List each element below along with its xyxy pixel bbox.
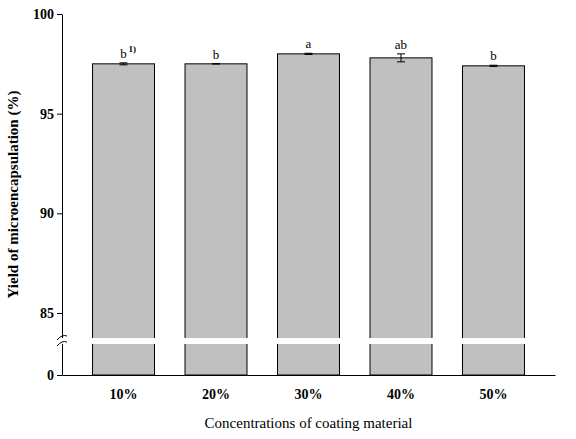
y-tick-label: 90 [40,206,54,221]
x-axis: 10% 20% 30% 40% 50% [63,375,556,402]
error-bar [489,65,497,66]
error-bar-part [305,54,313,55]
error-bar-part [212,63,220,64]
y-tick-mark [57,313,62,314]
error-bar-part [489,65,497,66]
y-tick-label: 0 [47,368,54,383]
x-tick-label: 10% [110,387,138,402]
y-tick-mark [57,213,62,214]
x-tick-label: 40% [387,387,415,402]
y-tick-label: 85 [40,306,54,321]
y-tick-mark [57,14,62,15]
significance-letter: a [306,36,312,51]
significance-letter: b [120,46,127,61]
bar [463,66,525,375]
plot-area [93,53,525,375]
error-bar [212,63,220,64]
x-axis-title: Concentrations of coating material [205,415,413,431]
axis-break-mark [57,342,67,347]
error-bar-part [400,54,401,62]
error-bar [120,63,128,65]
bar [370,58,432,375]
error-bar-part [397,53,405,54]
significance-letter: b [490,48,497,63]
axis-break-mark [57,336,67,341]
y-tick-label: 100 [33,7,54,22]
error-bar-part [120,64,128,65]
y-tick-label: 95 [40,107,54,122]
x-tick-label: 30% [295,387,323,402]
y-tick: 0 [47,368,62,383]
bar [278,54,340,375]
y-tick-mark [57,375,62,376]
axis-break [54,338,555,344]
chart-container: 085909510010%20%30%40%50%bbaabb1)Concent… [0,0,576,439]
error-bar-part [305,53,313,54]
y-axis-title: Yield of microencapsulation (%) [5,91,22,299]
y-tick-mark [57,114,62,115]
x-tick: 10% [110,375,138,402]
error-bar [305,53,313,54]
bar [93,64,155,375]
x-tick: 40% [387,375,415,402]
error-bar-part [397,61,405,62]
footnote-mark: 1) [129,44,137,54]
error-bar-part [120,62,128,63]
significance-letter: ab [395,37,407,52]
error-bar-part [489,66,497,67]
y-tick: 95 [40,107,62,122]
y-tick: 100 [33,7,62,22]
y-axis-line [62,15,63,376]
x-tick: 30% [295,375,323,402]
significance-letter: b [213,47,220,62]
x-tick-label: 20% [202,387,230,402]
error-bar-part [212,63,220,64]
chart-svg: 085909510010%20%30%40%50%bbaabb1)Concent… [0,0,576,439]
error-bar [397,54,405,62]
y-tick: 90 [40,206,62,221]
y-tick: 85 [40,306,62,321]
y-axis: 0 85 90 95 100 [33,7,63,383]
x-tick-label: 50% [479,387,507,402]
bar [185,64,247,375]
x-tick: 50% [479,375,507,402]
x-axis-line [63,375,556,376]
x-tick: 20% [202,375,230,402]
